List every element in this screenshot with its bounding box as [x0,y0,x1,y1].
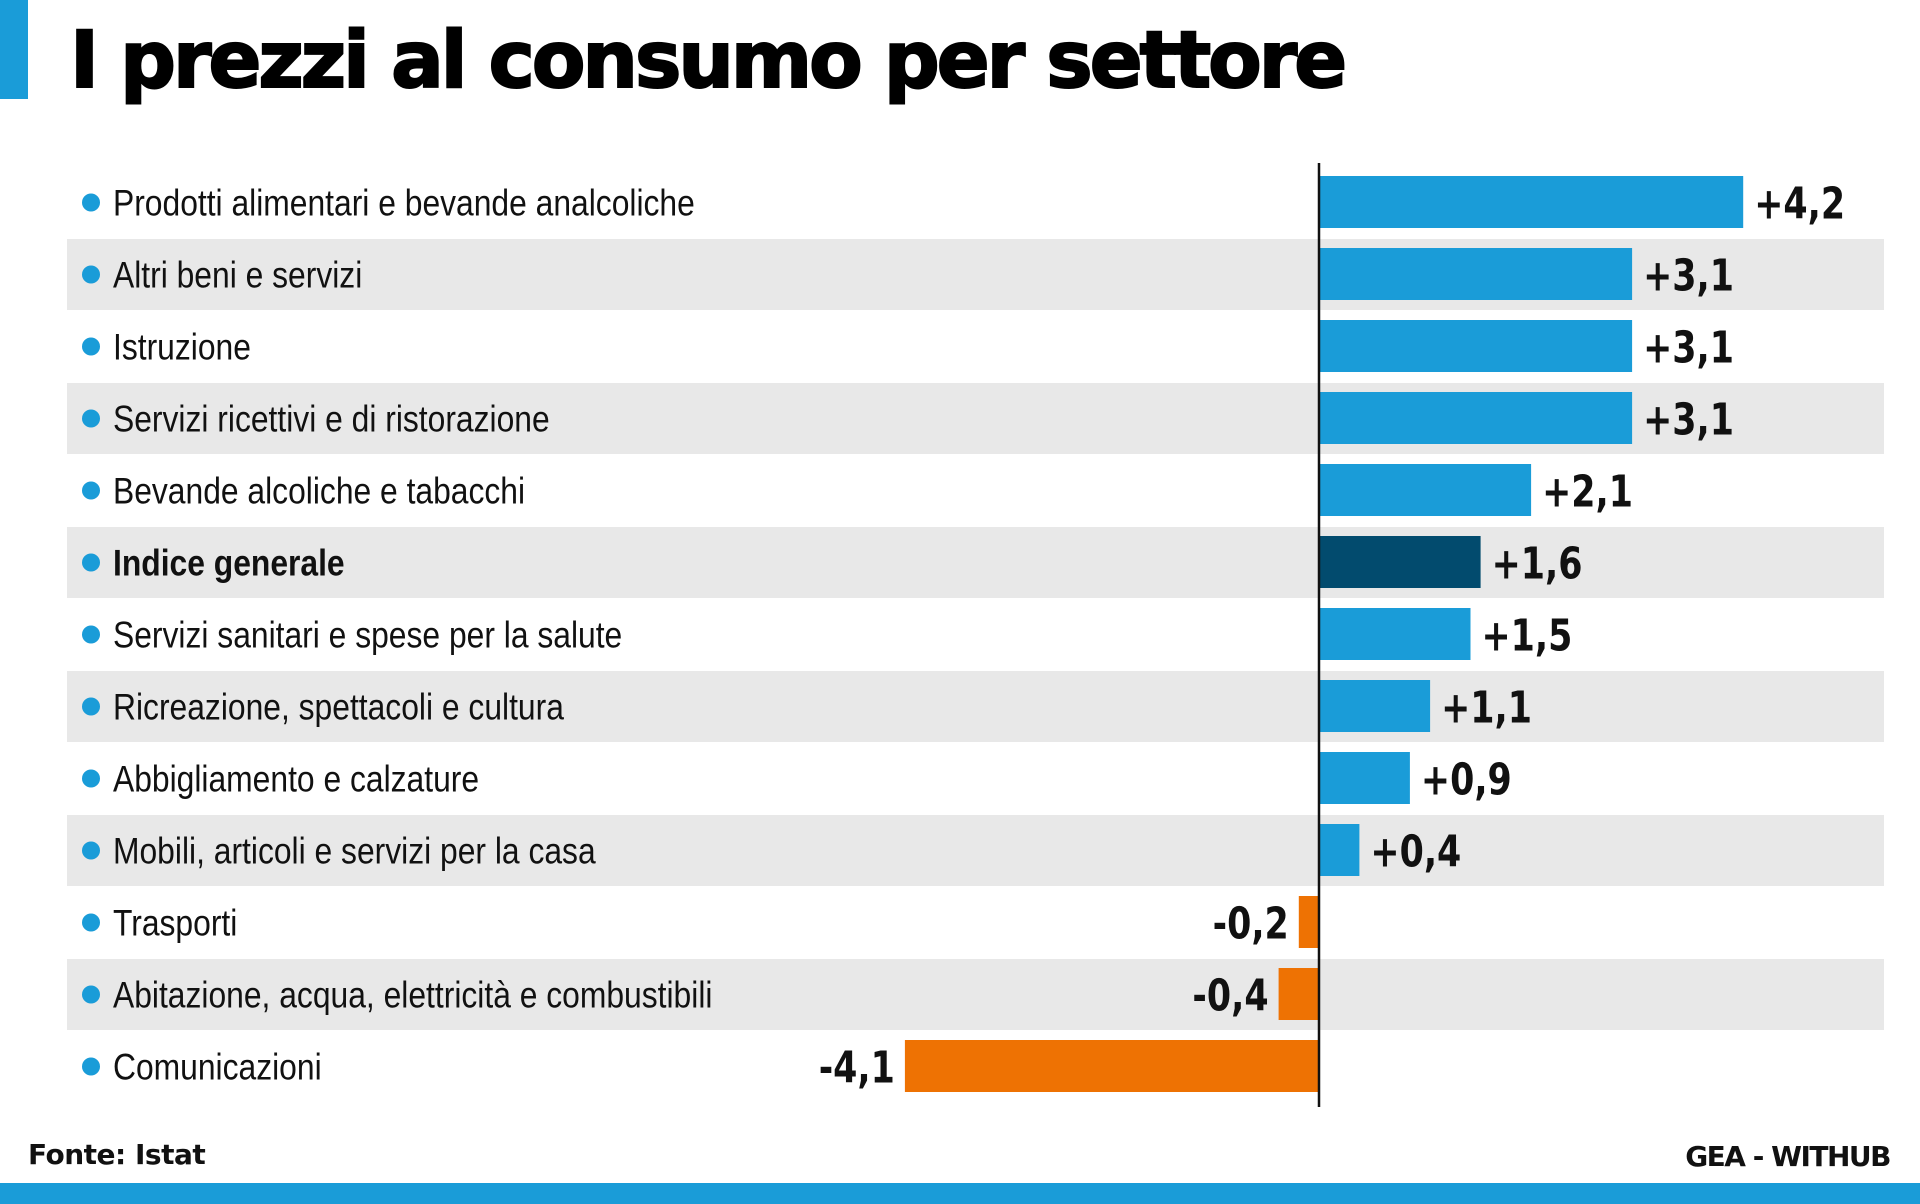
category-label: Mobili, articoli e servizi per la casa [113,831,596,872]
bullet-icon [82,841,100,860]
category-label: Bevande alcoliche e tabacchi [113,471,525,512]
bullet-icon [82,193,100,212]
value-label: +0,4 [1370,826,1461,877]
bar [1319,176,1744,228]
bullet-icon [82,553,100,572]
value-label: -0,2 [1213,898,1289,949]
value-label: +2,1 [1542,466,1633,517]
category-label: Abbigliamento e calzature [113,759,479,800]
bullet-icon [82,265,100,284]
chart-title: I prezzi al consumo per settore [69,16,1348,106]
row-stripe [67,815,1884,886]
bullet-icon [82,1057,100,1076]
category-label: Trasporti [113,903,237,944]
bar-highlighted [1319,536,1481,588]
bullet-icon [82,913,100,932]
category-label: Istruzione [113,327,251,368]
value-label: +3,1 [1643,394,1734,445]
row-stripe [67,671,1884,742]
bullet-icon [82,697,100,716]
title-accent-bar [0,0,28,99]
category-label: Abitazione, acqua, elettricità e combust… [113,975,712,1016]
value-label: +3,1 [1643,250,1734,301]
category-label: Comunicazioni [113,1047,322,1088]
value-label: +1,1 [1441,682,1532,733]
bottom-accent-band [0,1183,1920,1204]
bullet-icon [82,409,100,428]
bar [1319,608,1471,660]
category-label: Prodotti alimentari e bevande analcolich… [113,183,695,224]
value-label: +1,5 [1482,610,1573,661]
category-label: Servizi sanitari e spese per la salute [113,615,622,656]
value-label: -4,1 [819,1042,895,1093]
category-label: Servizi ricettivi e di ristorazione [113,399,550,440]
value-label: +0,9 [1421,754,1512,805]
bar [904,1040,1319,1092]
category-label: Ricreazione, spettacoli e cultura [113,687,565,728]
bar [1319,824,1360,876]
source-note: Fonte: Istat [28,1138,206,1171]
bullet-icon [82,769,100,788]
bullet-icon [82,337,100,356]
category-label: Altri beni e servizi [113,255,362,296]
row-stripe [67,527,1884,598]
row-stripe [67,959,1884,1030]
bar [1319,248,1633,300]
bar [1298,896,1319,948]
bar [1319,320,1633,372]
bullet-icon [82,481,100,500]
value-label: -0,4 [1192,970,1268,1021]
credit-note: GEA - WITHUB [1685,1140,1891,1173]
bullet-icon [82,625,100,644]
bar [1319,464,1532,516]
bar [1319,392,1633,444]
value-label: +1,6 [1492,538,1583,589]
bar [1278,968,1319,1020]
bar [1319,752,1410,804]
value-label: +4,2 [1754,178,1845,229]
category-label: Indice generale [113,543,345,584]
value-label: +3,1 [1643,322,1734,373]
bar [1319,680,1431,732]
bullet-icon [82,985,100,1004]
